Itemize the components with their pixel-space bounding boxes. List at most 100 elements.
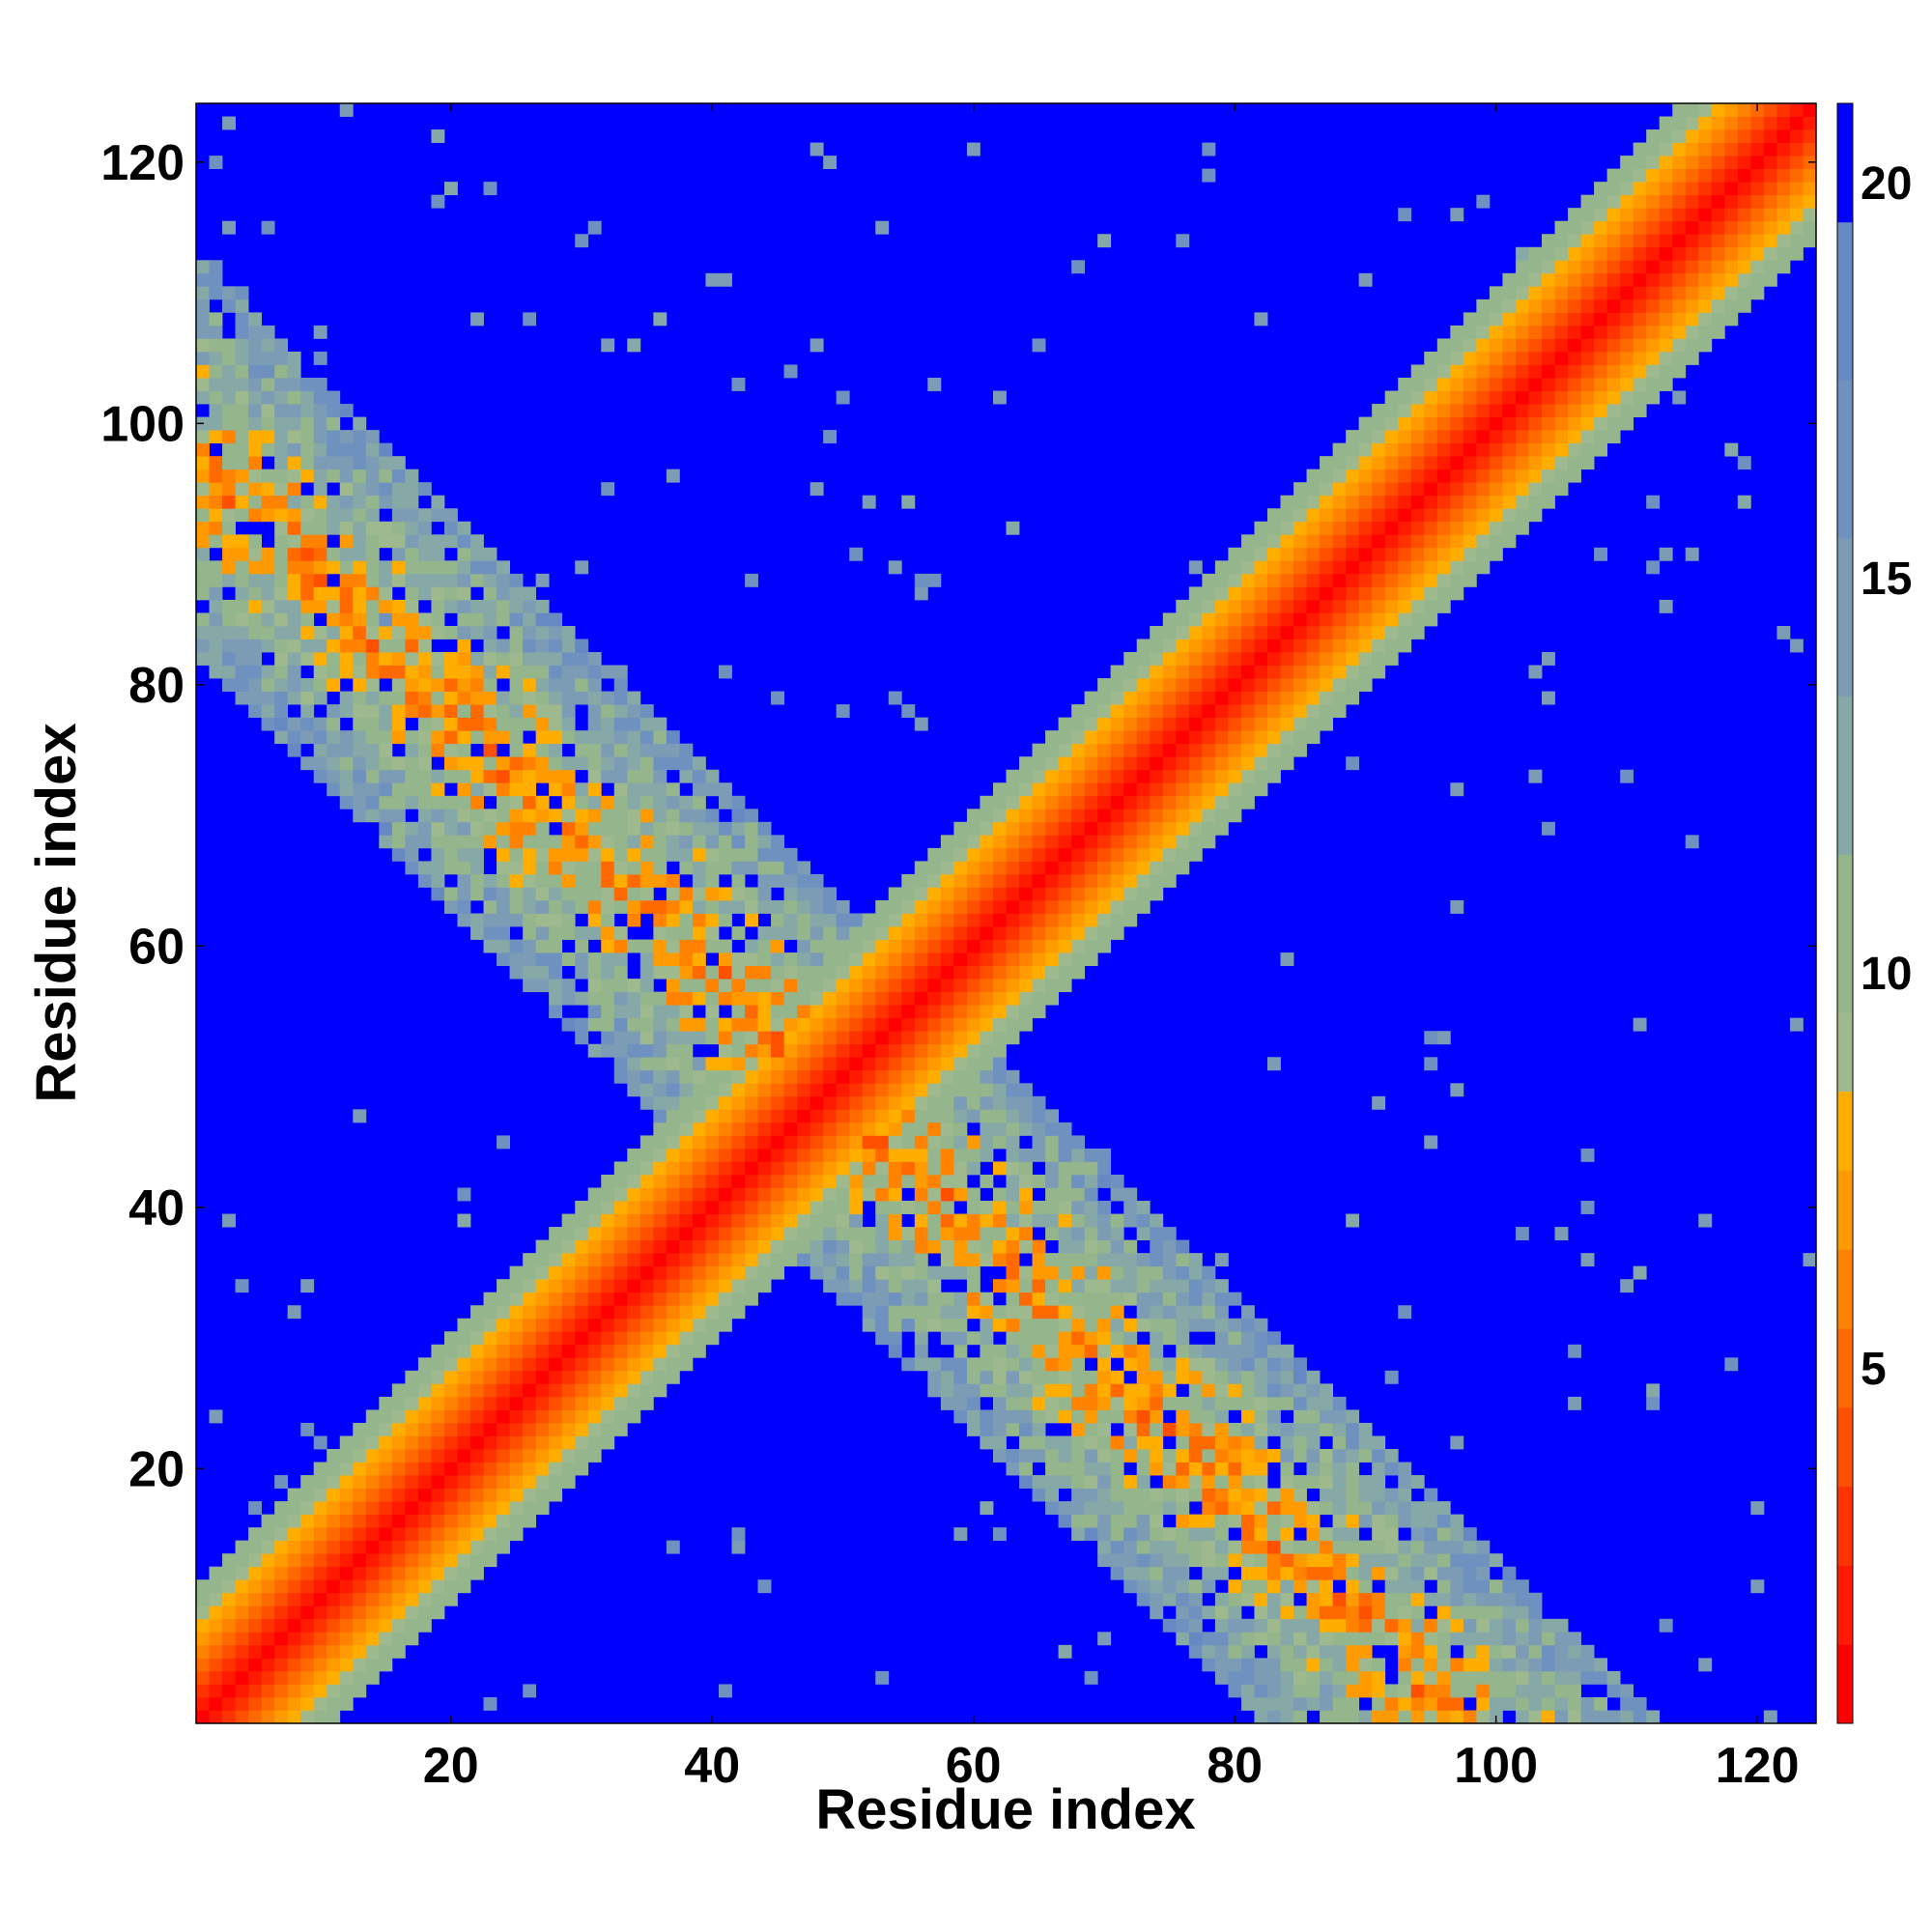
heatmap-cell xyxy=(1580,234,1595,248)
heatmap-cell xyxy=(823,1031,838,1045)
heatmap-cell xyxy=(1032,1409,1046,1424)
heatmap-cell xyxy=(1554,482,1569,497)
heatmap-cell xyxy=(1384,469,1399,483)
heatmap-cell xyxy=(417,1422,432,1436)
heatmap-cell xyxy=(365,1579,380,1594)
heatmap-cell xyxy=(587,926,602,940)
heatmap-cell xyxy=(1019,1005,1033,1019)
heatmap-cell xyxy=(927,913,942,927)
heatmap-cell xyxy=(1436,586,1451,601)
heatmap-cell xyxy=(653,1069,668,1084)
heatmap-cell xyxy=(810,1069,824,1084)
heatmap-cell xyxy=(1384,1462,1399,1476)
heatmap-cell xyxy=(327,430,341,444)
heatmap-cell xyxy=(1202,1383,1216,1398)
heatmap-cell xyxy=(653,899,668,914)
heatmap-cell xyxy=(1188,691,1203,705)
heatmap-cell xyxy=(235,599,249,613)
heatmap-cell xyxy=(287,1658,301,1672)
heatmap-cell xyxy=(1398,560,1412,575)
heatmap-cell xyxy=(483,717,497,731)
heatmap-cell xyxy=(810,1213,824,1228)
heatmap-cell xyxy=(992,1370,1007,1384)
heatmap-cell xyxy=(353,1488,367,1502)
heatmap-cell xyxy=(535,1331,550,1346)
heatmap-cell xyxy=(1136,717,1151,731)
heatmap-cell xyxy=(1293,482,1307,497)
heatmap-cell xyxy=(1136,1409,1151,1424)
heatmap-cell xyxy=(274,1592,289,1606)
heatmap-cell xyxy=(535,704,550,719)
heatmap-cell xyxy=(248,1579,263,1594)
heatmap-cell xyxy=(914,1043,928,1058)
heatmap-cell xyxy=(1150,678,1164,692)
heatmap-cell xyxy=(849,1265,864,1280)
heatmap-cell xyxy=(1150,717,1164,731)
heatmap-cell xyxy=(1489,351,1503,365)
heatmap-cell xyxy=(509,847,524,862)
heatmap-cell xyxy=(1280,547,1294,561)
heatmap-cell xyxy=(718,1043,732,1058)
heatmap-cell xyxy=(1646,260,1661,274)
heatmap-cell xyxy=(209,364,223,379)
heatmap-cell xyxy=(457,1213,471,1228)
heatmap-cell xyxy=(1266,1618,1281,1633)
heatmap-cell xyxy=(339,534,354,549)
heatmap-cell xyxy=(914,952,928,966)
heatmap-cell xyxy=(1123,782,1138,797)
heatmap-cell xyxy=(1123,1409,1138,1424)
heatmap-cell xyxy=(523,1448,537,1463)
heatmap-cell xyxy=(862,1292,876,1306)
heatmap-cell xyxy=(353,1644,367,1659)
heatmap-cell xyxy=(1240,782,1255,797)
heatmap-cell xyxy=(1176,704,1190,719)
heatmap-cell xyxy=(587,1213,602,1228)
heatmap-cell xyxy=(836,1069,850,1084)
heatmap-cell xyxy=(1541,495,1555,509)
heatmap-cell xyxy=(1045,979,1059,993)
heatmap-cell xyxy=(287,691,301,705)
heatmap-cell xyxy=(313,416,327,431)
heatmap-cell xyxy=(810,1161,824,1176)
heatmap-cell xyxy=(1398,1475,1412,1489)
heatmap-cell xyxy=(666,809,680,823)
heatmap-cell xyxy=(1463,416,1477,431)
heatmap-cell xyxy=(601,899,615,914)
heatmap-cell xyxy=(1254,717,1268,731)
heatmap-cell xyxy=(1476,1605,1491,1620)
heatmap-cell xyxy=(274,416,289,431)
heatmap-cell xyxy=(1254,547,1268,561)
heatmap-cell xyxy=(666,1122,680,1136)
heatmap-cell xyxy=(1515,1684,1529,1698)
heatmap-cell xyxy=(1019,1265,1033,1280)
heatmap-cell xyxy=(365,1527,380,1542)
heatmap-cell xyxy=(1346,1579,1360,1594)
heatmap-cell xyxy=(966,1057,980,1071)
heatmap-cell xyxy=(365,795,380,810)
heatmap-cell xyxy=(1071,952,1086,966)
heatmap-cell xyxy=(927,1122,942,1136)
heatmap-cell xyxy=(966,1331,980,1346)
heatmap-cell xyxy=(966,1109,980,1123)
heatmap-cell xyxy=(575,1318,589,1332)
heatmap-cell xyxy=(613,1069,628,1084)
heatmap-cell xyxy=(940,861,954,875)
heatmap-cell xyxy=(914,1279,928,1293)
heatmap-cell xyxy=(1594,286,1608,300)
heatmap-cell xyxy=(431,1553,445,1568)
heatmap-cell xyxy=(405,730,419,745)
heatmap-cell xyxy=(718,991,732,1006)
heatmap-cell xyxy=(523,1305,537,1320)
heatmap-cell xyxy=(1188,717,1203,731)
heatmap-cell xyxy=(1280,1344,1294,1358)
heatmap-cell xyxy=(1110,743,1124,757)
heatmap-cell xyxy=(1214,1670,1229,1685)
heatmap-cell xyxy=(1372,586,1386,601)
heatmap-cell xyxy=(405,1592,419,1606)
heatmap-cell xyxy=(443,1409,458,1424)
heatmap-cell xyxy=(783,873,798,888)
heatmap-cell xyxy=(523,1318,537,1332)
heatmap-cell xyxy=(692,1201,706,1214)
heatmap-cell xyxy=(549,1435,563,1450)
heatmap-cell xyxy=(1123,730,1138,745)
